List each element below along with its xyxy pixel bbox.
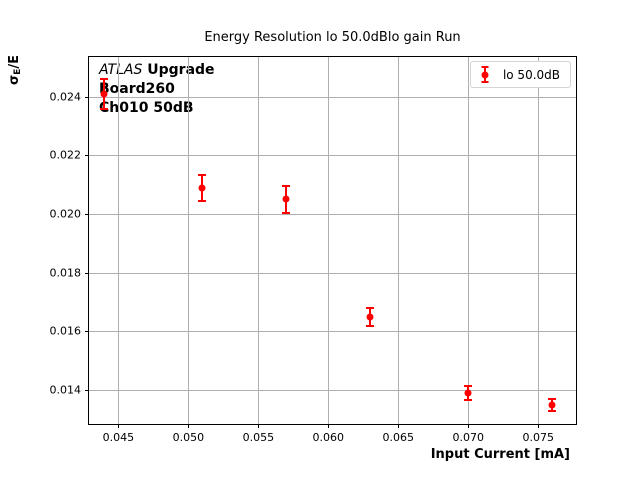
x-tick-label: 0.050 bbox=[172, 431, 205, 444]
data-point bbox=[282, 195, 290, 203]
error-bar-cap-top bbox=[366, 306, 375, 309]
error-bar-cap-top bbox=[464, 384, 473, 387]
y-tick-label: 0.018 bbox=[49, 266, 82, 280]
x-tick-mark bbox=[118, 424, 120, 428]
x-tick-mark bbox=[188, 424, 190, 428]
x-tick-mark bbox=[398, 424, 400, 428]
error-bar-cap-bottom bbox=[464, 399, 473, 402]
gridline-vertical bbox=[188, 57, 190, 424]
annotation-line-1: ATLAS Upgrade bbox=[99, 61, 215, 80]
gridline-vertical bbox=[398, 57, 400, 424]
gridline-horizontal bbox=[89, 272, 576, 274]
x-tick-label: 0.065 bbox=[382, 431, 415, 444]
y-tick-mark bbox=[85, 331, 89, 333]
y-axis-label: σE/E bbox=[7, 55, 23, 85]
error-bar-cap-bottom bbox=[282, 211, 291, 214]
gridline-vertical bbox=[538, 57, 540, 424]
error-bar-cap-top bbox=[282, 185, 291, 188]
gridline-vertical bbox=[118, 57, 120, 424]
x-tick-mark bbox=[258, 424, 260, 428]
gridline-vertical bbox=[468, 57, 470, 424]
legend: lo 50.0dB bbox=[469, 61, 571, 88]
gridline-vertical bbox=[258, 57, 260, 424]
error-bar-cap-top bbox=[198, 173, 207, 176]
gridline-horizontal bbox=[89, 214, 576, 216]
y-tick-mark bbox=[85, 155, 89, 157]
data-point bbox=[464, 389, 472, 397]
gridline-horizontal bbox=[89, 331, 576, 333]
x-tick-mark bbox=[328, 424, 330, 428]
y-tick-mark bbox=[85, 214, 89, 216]
x-tick-label: 0.045 bbox=[102, 431, 135, 444]
gridline-horizontal bbox=[89, 155, 576, 157]
y-tick-label: 0.020 bbox=[49, 207, 82, 221]
y-tick-label: 0.024 bbox=[49, 90, 82, 104]
y-tick-label: 0.022 bbox=[49, 148, 82, 162]
data-point bbox=[366, 313, 374, 321]
red-errorbar-point-icon bbox=[480, 66, 490, 83]
data-point bbox=[548, 401, 556, 409]
error-bar-cap-bottom bbox=[100, 107, 109, 110]
annotation-board: Board260 bbox=[99, 81, 175, 97]
chart-title: Energy Resolution lo 50.0dBlo gain Run bbox=[204, 30, 461, 45]
error-bar-cap-bottom bbox=[198, 199, 207, 202]
y-tick-mark bbox=[85, 389, 89, 391]
y-tick-mark bbox=[85, 272, 89, 274]
x-tick-mark bbox=[468, 424, 470, 428]
x-tick-mark bbox=[538, 424, 540, 428]
error-bar-cap-top bbox=[548, 397, 557, 400]
annotation-upgrade: Upgrade bbox=[142, 62, 215, 78]
data-point bbox=[100, 90, 108, 98]
data-point bbox=[198, 184, 206, 192]
x-tick-label: 0.075 bbox=[522, 431, 554, 444]
x-tick-label: 0.055 bbox=[242, 431, 275, 444]
x-tick-label: 0.060 bbox=[312, 431, 345, 444]
annotation-block: ATLAS Upgrade Board260 Ch010 50dB bbox=[99, 61, 215, 118]
gridline-horizontal bbox=[89, 389, 576, 391]
annotation-channel: Ch010 50dB bbox=[99, 100, 194, 116]
x-tick-label: 0.070 bbox=[452, 431, 484, 444]
y-tick-label: 0.016 bbox=[49, 324, 82, 338]
y-tick-mark bbox=[85, 96, 89, 98]
error-bar-cap-bottom bbox=[548, 409, 557, 412]
annotation-atlas: ATLAS bbox=[99, 62, 143, 78]
error-bar-cap-top bbox=[100, 78, 109, 81]
y-tick-label: 0.014 bbox=[49, 383, 82, 397]
gridline-horizontal bbox=[89, 96, 576, 98]
legend-label: lo 50.0dB bbox=[502, 67, 560, 82]
plot-area: ATLAS Upgrade Board260 Ch010 50dB lo 50.… bbox=[50, 56, 577, 444]
error-bar-cap-bottom bbox=[366, 324, 375, 327]
gridline-vertical bbox=[328, 57, 330, 424]
x-axis-label: Input Current [mA] bbox=[430, 447, 570, 462]
